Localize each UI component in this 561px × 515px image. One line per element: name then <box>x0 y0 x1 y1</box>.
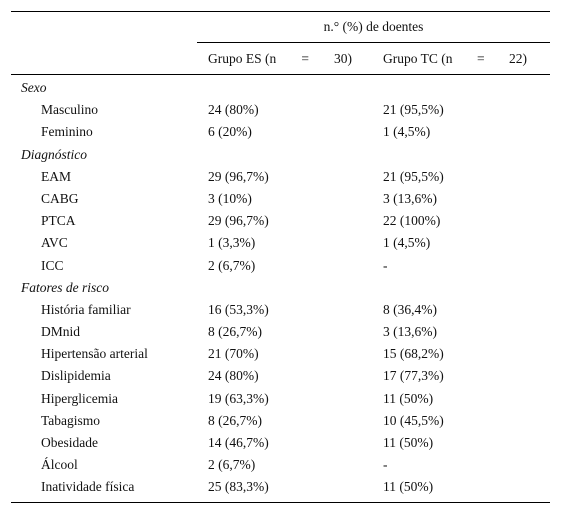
row-label: Obesidade <box>41 435 98 450</box>
section-header-row: Fatores de risco <box>11 277 550 299</box>
row-label: Tabagismo <box>41 412 101 428</box>
cell-grupo-tc: 15 (68,2%) <box>383 346 444 362</box>
table-row: AVC 1 (3,3%) 1 (4,5%) <box>11 232 550 254</box>
cell-grupo-tc: 8 (36,4%) <box>383 301 437 317</box>
cell-grupo-es: 29 (96,7%) <box>208 213 269 229</box>
column-group-rule <box>197 42 550 43</box>
cell-grupo-tc: 3 (13,6%) <box>383 324 437 340</box>
cell-grupo-tc: - <box>383 257 388 273</box>
section-header-row: Diagnóstico <box>11 144 550 166</box>
table-row: CABG 3 (10%) 3 (13,6%) <box>11 188 550 210</box>
cell-grupo-tc: 1 (4,5%) <box>383 235 431 251</box>
column-header-grupo-tc-eq: = <box>476 51 485 66</box>
cell-grupo-es: 3 (10%) <box>208 190 252 206</box>
cell-grupo-es: 8 (26,7%) <box>208 324 262 340</box>
table-row: Obesidade 14 (46,7%) 11 (50%) <box>11 432 550 454</box>
cell-grupo-tc: 1 (4,5%) <box>383 124 431 140</box>
row-label: ICC <box>41 257 64 273</box>
row-label: EAM <box>41 168 71 184</box>
cell-grupo-es: 1 (3,3%) <box>208 235 256 251</box>
cell-grupo-es: 29 (96,7%) <box>208 168 269 184</box>
table-body: Sexo Masculino 24 (80%) 21 (95,5%) Feminino 6… <box>11 77 550 499</box>
cell-grupo-es: 21 (70%) <box>208 346 259 362</box>
section-label: Sexo <box>21 80 47 95</box>
column-header-grupo-tc: Grupo TC (n = 22) <box>383 51 527 67</box>
row-label: Dislipidemia <box>41 368 111 384</box>
row-label: Feminino <box>41 124 93 140</box>
row-label: Hipertensão arterial <box>41 346 148 362</box>
cell-grupo-tc: - <box>383 457 388 473</box>
cell-grupo-es: 25 (83,3%) <box>208 479 269 495</box>
row-label: PTCA <box>41 213 76 229</box>
table-row: Masculino 24 (80%) 21 (95,5%) <box>11 99 550 121</box>
cell-grupo-tc: 11 (50%) <box>383 435 434 450</box>
row-label: Hiperglicemia <box>41 390 118 406</box>
table-row: Dislipidemia 24 (80%) 17 (77,3%) <box>11 365 550 387</box>
cell-grupo-es: 8 (26,7%) <box>208 412 262 428</box>
cell-grupo-tc: 21 (95,5%) <box>383 168 444 184</box>
column-header-grupo-es: Grupo ES (n = 30) <box>208 51 352 67</box>
column-header-grupo-es-n: 30) <box>334 51 352 66</box>
cell-grupo-tc: 10 (45,5%) <box>383 412 444 428</box>
cell-grupo-es: 24 (80%) <box>208 102 259 118</box>
cell-grupo-es: 19 (63,3%) <box>208 390 269 406</box>
cell-grupo-es: 6 (20%) <box>208 124 252 140</box>
row-label: AVC <box>41 235 68 251</box>
section-header-row: Sexo <box>11 77 550 99</box>
section-label: Fatores de risco <box>21 279 109 295</box>
row-label: CABG <box>41 190 79 206</box>
table-row: Feminino 6 (20%) 1 (4,5%) <box>11 121 550 143</box>
table-row: Hiperglicemia 19 (63,3%) 11 (50%) <box>11 388 550 410</box>
cell-grupo-tc: 11 (50%) <box>383 479 434 495</box>
cell-grupo-es: 14 (46,7%) <box>208 435 269 450</box>
table-row: História familiar 16 (53,3%) 8 (36,4%) <box>11 299 550 321</box>
cell-grupo-tc: 3 (13,6%) <box>383 190 437 206</box>
cell-grupo-es: 2 (6,7%) <box>208 457 256 473</box>
column-group-heading: n.° (%) de doentes <box>323 19 424 34</box>
cell-grupo-tc: 22 (100%) <box>383 213 441 229</box>
cell-grupo-es: 16 (53,3%) <box>208 301 269 317</box>
cell-grupo-tc: 11 (50%) <box>383 390 434 406</box>
table-row: Hipertensão arterial 21 (70%) 15 (68,2%) <box>11 343 550 365</box>
row-label: História familiar <box>41 301 131 317</box>
table-row: Tabagismo 8 (26,7%) 10 (45,5%) <box>11 410 550 432</box>
table-row: Álcool 2 (6,7%) - <box>11 454 550 476</box>
table-row: EAM 29 (96,7%) 21 (95,5%) <box>11 166 550 188</box>
cell-grupo-tc: 17 (77,3%) <box>383 368 444 384</box>
header-bottom-rule <box>11 74 550 75</box>
section-label: Diagnóstico <box>21 146 87 162</box>
column-header-grupo-es-name: Grupo ES (n <box>208 51 277 66</box>
table-row: ICC 2 (6,7%) - <box>11 255 550 277</box>
row-label: Masculino <box>41 102 98 118</box>
table-row: Inatividade física 25 (83,3%) 11 (50%) <box>11 476 550 498</box>
column-header-grupo-es-eq: = <box>301 51 309 66</box>
table-bottom-rule <box>11 502 550 503</box>
table-top-rule <box>11 11 550 12</box>
table-row: PTCA 29 (96,7%) 22 (100%) <box>11 210 550 232</box>
table-row: DMnid 8 (26,7%) 3 (13,6%) <box>11 321 550 343</box>
row-label: Álcool <box>41 457 78 473</box>
column-header-grupo-tc-n: 22) <box>509 51 527 66</box>
cell-grupo-es: 24 (80%) <box>208 368 259 384</box>
row-label: DMnid <box>41 324 81 340</box>
row-label: Inatividade física <box>41 479 135 495</box>
cell-grupo-es: 2 (6,7%) <box>208 257 256 273</box>
cell-grupo-tc: 21 (95,5%) <box>383 102 444 118</box>
column-header-grupo-tc-name: Grupo TC (n <box>383 51 453 66</box>
